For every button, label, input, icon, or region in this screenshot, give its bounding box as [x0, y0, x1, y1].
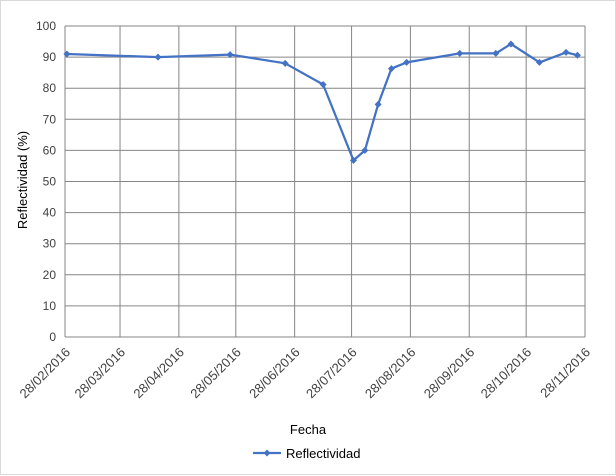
x-tick-label: 28/09/2016 — [421, 345, 478, 402]
data-point-marker — [507, 40, 515, 48]
y-tick-label: 80 — [43, 81, 57, 95]
y-tick-label: 60 — [43, 143, 57, 157]
data-point-marker — [456, 49, 464, 57]
y-axis-title: Reflectividad (%) — [15, 131, 30, 229]
y-tick-label: 10 — [43, 299, 57, 313]
data-point-marker — [573, 51, 581, 59]
series-line — [66, 42, 578, 162]
data-point-marker — [403, 58, 411, 66]
data-point-marker — [281, 59, 289, 67]
legend-marker-icon — [263, 449, 271, 457]
grid — [64, 25, 586, 338]
y-tick-label: 90 — [43, 50, 57, 64]
x-tick-label: 28/06/2016 — [246, 345, 303, 402]
x-axis-title: Fecha — [290, 422, 327, 437]
data-point-marker — [492, 49, 500, 57]
data-point-marker — [349, 156, 357, 164]
data-point-marker — [562, 48, 570, 56]
y-axis-ticks: 0 10 20 30 40 50 60 70 80 90 100 — [36, 19, 56, 344]
x-tick-label: 28/02/2016 — [16, 345, 73, 402]
series-layer — [63, 40, 581, 164]
x-tick-label: 28/04/2016 — [130, 345, 187, 402]
legend-label: Reflectividad — [286, 446, 360, 461]
y-tick-label: 70 — [43, 112, 57, 126]
data-point-marker — [535, 58, 543, 66]
legend: Reflectividad — [253, 446, 360, 461]
y-tick-label: 30 — [43, 237, 57, 251]
data-point-marker — [319, 80, 327, 88]
y-tick-label: 50 — [43, 175, 57, 189]
data-point-marker — [361, 146, 369, 154]
data-point-marker — [63, 50, 71, 58]
x-tick-label: 28/03/2016 — [72, 345, 129, 402]
data-point-marker — [387, 65, 395, 73]
data-point-marker — [374, 100, 382, 108]
y-tick-label: 0 — [49, 330, 56, 344]
y-tick-label: 100 — [36, 19, 56, 33]
x-tick-label: 28/07/2016 — [303, 345, 360, 402]
data-point-marker — [154, 53, 162, 61]
x-tick-label: 28/08/2016 — [362, 345, 419, 402]
x-tick-label: 28/11/2016 — [537, 345, 593, 401]
x-tick-label: 28/05/2016 — [187, 345, 244, 402]
data-point-marker — [226, 51, 234, 59]
y-tick-label: 40 — [43, 206, 57, 220]
y-tick-label: 20 — [43, 268, 57, 282]
x-tick-label: 28/10/2016 — [478, 345, 535, 402]
